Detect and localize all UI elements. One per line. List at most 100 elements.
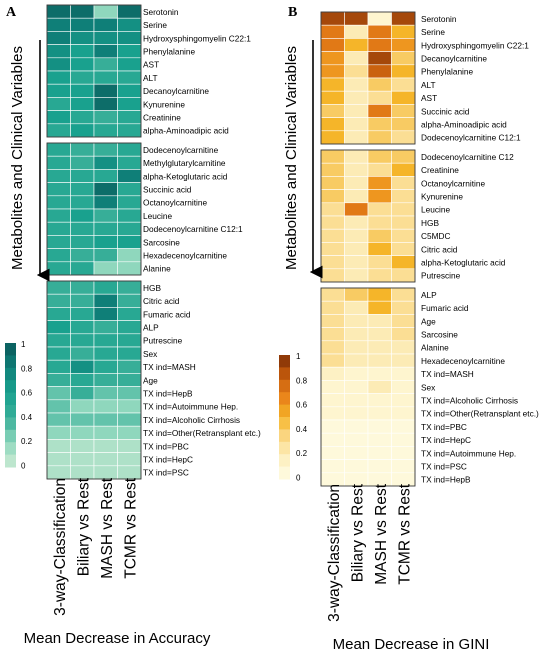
group-border (46, 142, 142, 276)
column-label: 3-way-Classification (52, 478, 69, 616)
heatmap-cell (367, 366, 392, 381)
row-label: Phenylalanine (421, 67, 474, 77)
row-label: Serotonin (421, 14, 457, 24)
heatmap-cell (320, 300, 345, 315)
heatmap-cell (117, 399, 142, 414)
heatmap-cell (70, 320, 95, 335)
heatmap-cell (93, 70, 118, 85)
heatmap-cell (344, 77, 369, 92)
heatmap-cell (320, 393, 345, 408)
row-label: Age (421, 316, 436, 326)
heatmap-cell (117, 169, 142, 183)
colorbar-band (5, 417, 16, 431)
heatmap-cell (70, 182, 95, 197)
heatmap-cell (320, 406, 345, 421)
heatmap-cell (391, 255, 416, 270)
heatmap-cell (93, 195, 118, 210)
row-label: TX ind=HepC (421, 435, 471, 445)
heatmap-cell (46, 373, 71, 387)
row-label: alpha-Aminoadipic acid (143, 126, 229, 136)
heatmap-cell (46, 386, 71, 401)
heatmap-cell (70, 155, 95, 170)
column-label: Biliary vs Rest (349, 483, 366, 582)
heatmap-cell (391, 104, 416, 118)
heatmap-cell (320, 38, 345, 52)
heatmap-cell (46, 439, 71, 453)
row-label: alpha-Ketoglutaric acid (143, 171, 228, 181)
row-label: Putrescine (143, 336, 183, 346)
heatmap-panel-b: Serotonin Serine Hydroxysphingomyelin C22:… (279, 5, 539, 653)
colorbar-tick-label: 0.8 (21, 364, 33, 373)
row-label: Octanoylcarnitine (421, 178, 485, 188)
heatmap-cell (46, 169, 71, 183)
row-label: Hexadecenoylcarnitine (143, 251, 227, 261)
row-label: Fumaric acid (143, 309, 191, 319)
heatmap-cell (367, 393, 392, 408)
heatmap-cell (344, 104, 369, 118)
row-label: TX ind=PBC (143, 441, 189, 451)
heatmap-cell (344, 162, 369, 177)
heatmap-cell (70, 97, 95, 111)
row-label: TX ind=Other(Retransplant etc.) (143, 428, 261, 438)
heatmap-cell (117, 465, 142, 480)
row-label: Age (143, 375, 158, 385)
row-label: ALT (421, 80, 436, 90)
heatmap-cell (70, 439, 95, 453)
heatmap-cell (344, 117, 369, 132)
y-axis-label: Metabolites and Clinical Variables (9, 46, 26, 270)
heatmap-cell (320, 314, 345, 328)
heatmap-cell (344, 202, 369, 217)
row-label: Hydroxysphingomyelin C22:1 (143, 33, 251, 43)
colorbar-tick-label: 0.4 (21, 413, 33, 422)
heatmap-cell (70, 221, 95, 236)
heatmap-cell (344, 51, 369, 66)
heatmap-cell (70, 307, 95, 321)
heatmap-cell (117, 261, 142, 276)
heatmap-cell (367, 268, 392, 283)
heatmap-cell (93, 17, 118, 32)
heatmap-cell (320, 459, 345, 474)
row-label: Sex (421, 382, 436, 392)
heatmap-cell (93, 182, 118, 197)
row-label: TX ind=HepB (143, 389, 193, 399)
heatmap-cell (391, 340, 416, 355)
row-label: TX ind=PBC (421, 422, 467, 432)
heatmap-cell (70, 248, 95, 263)
heatmap-cell (46, 399, 71, 414)
colorbar-band (5, 380, 16, 394)
heatmap-cell (367, 149, 392, 164)
group-border (46, 280, 142, 480)
row-label: HGB (421, 218, 439, 228)
heatmap-cell (117, 123, 142, 138)
heatmap-cell (320, 242, 345, 256)
heatmap-cell (46, 155, 71, 170)
heatmap-cell (367, 162, 392, 177)
heatmap-cell (344, 130, 369, 145)
row-label: alpha-Aminoadipic acid (421, 120, 507, 130)
heatmap-cell (320, 340, 345, 355)
heatmap-cell (320, 215, 345, 230)
heatmap-cell (70, 17, 95, 32)
row-label: ALP (421, 290, 437, 300)
heatmap-cell (46, 425, 71, 440)
heatmap-cell (367, 419, 392, 434)
row-label: Octanoylcarnitine (143, 198, 207, 208)
colorbar-band (5, 442, 16, 456)
heatmap-cell (70, 465, 95, 480)
heatmap-cell (46, 333, 71, 348)
colorbar-band (279, 355, 290, 368)
heatmap-cell (320, 11, 345, 26)
heatmap-cell (46, 346, 71, 361)
heatmap-cell (117, 280, 142, 295)
heatmap-cell (344, 459, 369, 474)
heatmap-cell (367, 130, 392, 145)
heatmap-cell (367, 117, 392, 132)
colorbar-band (279, 392, 290, 406)
row-label: Leucine (421, 205, 450, 215)
heatmap-cell (93, 44, 118, 59)
group-border (320, 11, 416, 145)
row-label: TX ind=Autoimmune Hep. (143, 402, 238, 412)
heatmap-cell (46, 221, 71, 236)
heatmap-cell (93, 425, 118, 440)
heatmap-cell (93, 261, 118, 276)
